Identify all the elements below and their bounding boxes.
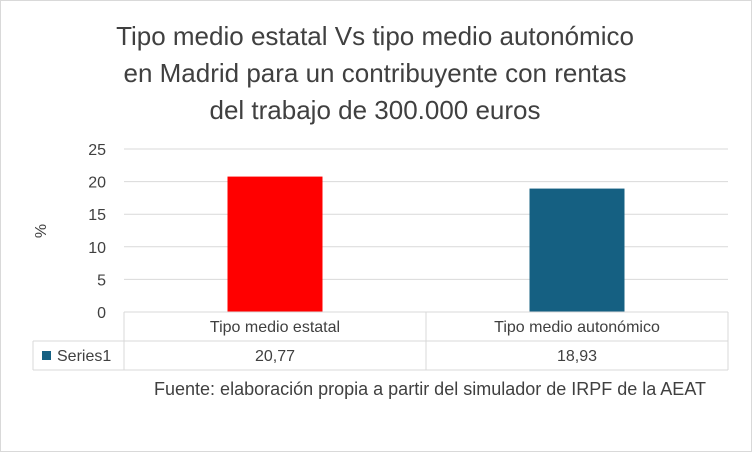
chart-title: Tipo medio estatal Vs tipo medio autonóm… — [116, 21, 634, 125]
legend-series-name: Series1 — [57, 348, 111, 365]
y-tick-label: 20 — [88, 175, 106, 192]
category-label: Tipo medio estatal — [210, 319, 340, 336]
category-label: Tipo medio autonómico — [494, 319, 660, 336]
y-axis-label: % — [33, 224, 50, 238]
y-tick-label: 0 — [97, 305, 106, 322]
data-value-label: 20,77 — [255, 348, 295, 365]
y-tick-label: 10 — [88, 240, 106, 257]
data-value-label: 18,93 — [557, 348, 597, 365]
y-tick-label: 25 — [88, 142, 106, 159]
legend-key — [42, 351, 51, 360]
y-tick-label: 5 — [97, 272, 106, 289]
y-tick-label: 15 — [88, 207, 106, 224]
bar — [227, 176, 323, 312]
source-note: Fuente: elaboración propia a partir del … — [154, 379, 706, 399]
bar — [529, 188, 625, 312]
